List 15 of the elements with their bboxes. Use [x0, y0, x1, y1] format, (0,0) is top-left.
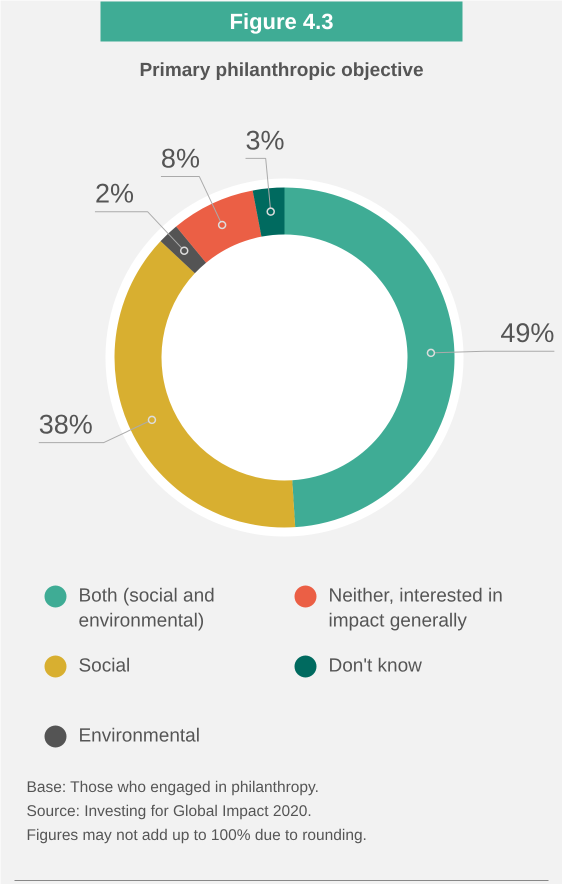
chart-subtitle: Primary philanthropic objective: [139, 60, 424, 81]
source-note: Source: Investing for Global Impact 2020.: [26, 803, 312, 820]
text: Figures may not add up to 100% due to rounding.: [26, 827, 367, 844]
data-label: 2%: [94, 178, 134, 209]
chart-title: Figure 4.3: [230, 9, 334, 34]
data-label: 49%: [500, 318, 554, 348]
legend-label: Environmental: [78, 726, 200, 746]
data-label: 8%: [160, 144, 200, 174]
legend-label: Social: [78, 656, 130, 676]
data-label: 38%: [38, 410, 93, 440]
legend-label: Both (social and environmental): [78, 586, 215, 632]
data-label: 3%: [246, 125, 285, 156]
legend-label: Neither, interested in impact generally: [328, 586, 503, 632]
legend-label: Don't know: [328, 656, 422, 676]
text: Base: Those who engaged in philanthropy.: [26, 779, 319, 796]
